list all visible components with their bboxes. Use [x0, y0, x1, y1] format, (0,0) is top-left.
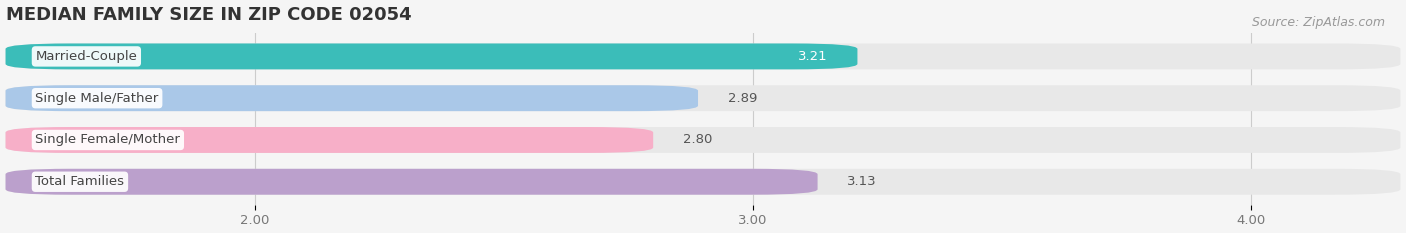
- Text: 2.89: 2.89: [728, 92, 758, 105]
- FancyBboxPatch shape: [6, 44, 1400, 69]
- Text: 3.13: 3.13: [848, 175, 877, 188]
- FancyBboxPatch shape: [6, 127, 654, 153]
- Text: MEDIAN FAMILY SIZE IN ZIP CODE 02054: MEDIAN FAMILY SIZE IN ZIP CODE 02054: [6, 6, 411, 24]
- Text: Total Families: Total Families: [35, 175, 125, 188]
- Text: 3.21: 3.21: [799, 50, 828, 63]
- FancyBboxPatch shape: [6, 169, 1400, 195]
- FancyBboxPatch shape: [6, 44, 858, 69]
- FancyBboxPatch shape: [6, 85, 697, 111]
- FancyBboxPatch shape: [6, 85, 1400, 111]
- Text: Source: ZipAtlas.com: Source: ZipAtlas.com: [1251, 16, 1385, 29]
- Text: Single Male/Father: Single Male/Father: [35, 92, 159, 105]
- Text: 2.80: 2.80: [683, 134, 713, 147]
- FancyBboxPatch shape: [6, 169, 817, 195]
- FancyBboxPatch shape: [6, 127, 1400, 153]
- Text: Married-Couple: Married-Couple: [35, 50, 138, 63]
- Text: Single Female/Mother: Single Female/Mother: [35, 134, 180, 147]
